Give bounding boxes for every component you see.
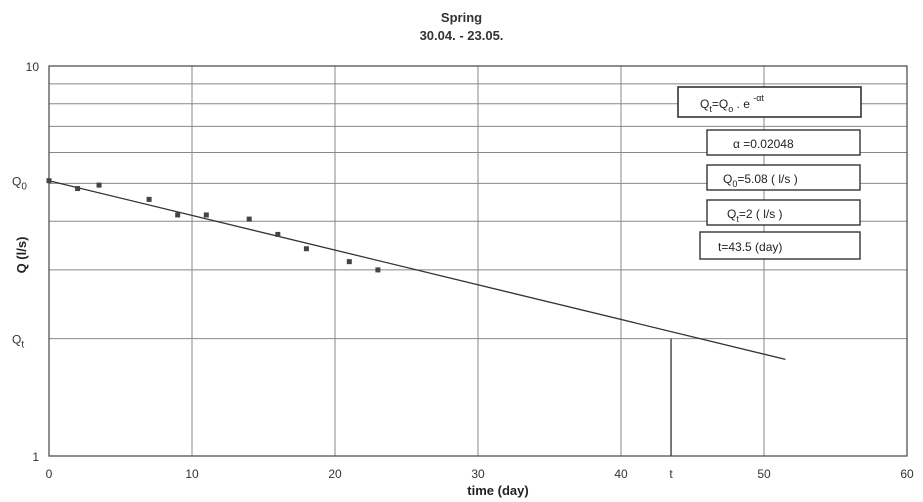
y-tick-label: 1 xyxy=(32,450,39,464)
svg-text:Qt=2 ( l/s ): Qt=2 ( l/s ) xyxy=(727,207,783,224)
data-point xyxy=(75,186,81,192)
data-point xyxy=(346,259,352,265)
qt-box: Qt=2 ( l/s ) xyxy=(706,199,861,226)
t-box: t=43.5 (day) xyxy=(699,231,861,260)
data-point xyxy=(203,212,209,218)
formula-eq: =Q xyxy=(712,97,728,111)
y-special-label: Q0 xyxy=(12,175,27,193)
y-tick-label: 10 xyxy=(26,60,40,74)
x-tick-label: 60 xyxy=(900,467,914,481)
q0-base: Q xyxy=(723,172,732,186)
data-point xyxy=(96,182,102,188)
x-tick-label: 10 xyxy=(185,467,199,481)
formula-sub-t: t xyxy=(709,104,712,114)
data-point xyxy=(303,246,309,252)
formula-exp-base: . e xyxy=(733,97,753,111)
qt-sub: t xyxy=(736,214,739,224)
data-points xyxy=(46,178,381,273)
data-point xyxy=(246,216,252,222)
x-tick-label: 40 xyxy=(614,467,628,481)
plot-area xyxy=(48,65,908,457)
data-point xyxy=(375,267,381,273)
formula-sub-o: o xyxy=(728,104,733,114)
chart-title: Spring xyxy=(440,10,483,25)
formula-q: Q xyxy=(700,97,709,111)
x-tick-label: 0 xyxy=(46,467,53,481)
x-t-label: t xyxy=(669,467,673,481)
data-point xyxy=(175,212,181,218)
y-axis-label: Q (l/s) xyxy=(14,237,29,274)
x-tick-label: 50 xyxy=(757,467,771,481)
formula-exponent: -αt xyxy=(753,93,764,103)
x-tick-label: 30 xyxy=(471,467,485,481)
q0-box: Q0=5.08 ( l/s ) xyxy=(706,164,861,191)
formula-box: Qt=Qo . e -αt xyxy=(677,86,862,118)
fit-line xyxy=(48,180,786,360)
x-axis-label: time (day) xyxy=(467,483,528,498)
svg-text:Q0=5.08 ( l/s ): Q0=5.08 ( l/s ) xyxy=(723,172,798,189)
data-point xyxy=(146,196,152,202)
x-tick-label: 20 xyxy=(328,467,342,481)
alpha-value: α =0.02048 xyxy=(733,137,794,151)
qt-base: Q xyxy=(727,207,736,221)
qt-rest: =2 ( l/s ) xyxy=(739,207,783,221)
chart-subtitle: 30.04. - 23.05. xyxy=(419,28,504,43)
gridlines xyxy=(49,66,907,456)
q0-sub: 0 xyxy=(732,179,737,189)
alpha-box: α =0.02048 xyxy=(706,129,861,156)
y-special-label: Qt xyxy=(12,333,24,351)
q0-rest: =5.08 ( l/s ) xyxy=(737,172,797,186)
svg-text:Qt=Qo . e -αt: Qt=Qo . e -αt xyxy=(700,93,764,114)
t-value: t=43.5 (day) xyxy=(718,240,782,254)
data-point xyxy=(275,231,281,237)
